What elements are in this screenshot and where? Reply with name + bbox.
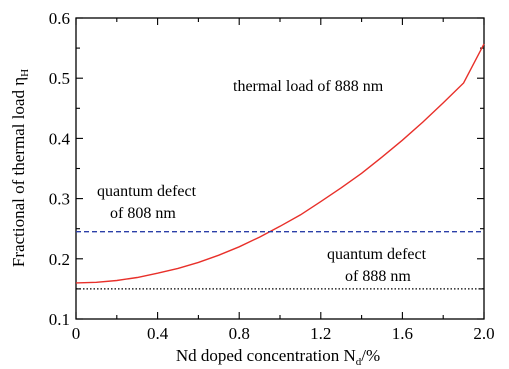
y-tick-label: 0.5: [49, 69, 70, 88]
y-tick-label: 0.6: [49, 9, 70, 28]
plot-frame: [75, 17, 485, 320]
annotation-qd808-line1: quantum defect: [97, 183, 197, 200]
annotation-qd888-line1: quantum defect: [327, 246, 427, 263]
y-tick-label: 0.4: [49, 129, 71, 148]
tick-labels: 0 0.4 0.8 1.2 1.6 2.0 0.1 0.2 0.3 0.4 0.5 0.6: [49, 9, 495, 343]
x-tick-label: 1.6: [392, 324, 413, 343]
x-tick-label: 0.8: [229, 324, 250, 343]
y-axis-title: Fractional of thermal load ηH: [9, 69, 31, 267]
x-tick-label: 2.0: [473, 324, 494, 343]
annotation-qd808-line2: of 808 nm: [110, 205, 176, 222]
x-tick-label: 0: [72, 324, 81, 343]
annotation-thermal-888: thermal load of 888 nm: [233, 78, 384, 95]
y-tick-label: 0.3: [49, 190, 70, 209]
y-tick-label: 0.2: [49, 250, 70, 269]
axis-ticks: [75, 17, 485, 320]
x-tick-label: 1.2: [310, 324, 331, 343]
x-tick-label: 0.4: [147, 324, 169, 343]
y-tick-label: 0.1: [49, 310, 70, 329]
series-layer: [75, 43, 485, 290]
x-axis-title: Nd doped concentration Nd/%: [176, 346, 380, 368]
series-thermal-load-of-888-nm: [75, 43, 485, 284]
annotation-qd888-line2: of 888 nm: [345, 268, 411, 285]
